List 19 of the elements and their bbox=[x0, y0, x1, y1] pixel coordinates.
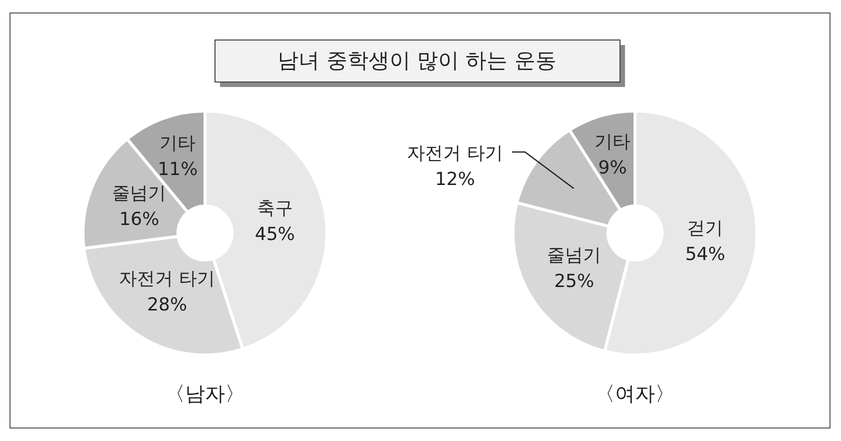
data-label: 45% bbox=[254, 224, 295, 245]
data-label: 12% bbox=[434, 168, 476, 190]
slice-label: 걷기 bbox=[687, 218, 724, 239]
data-label: 25% bbox=[554, 270, 594, 292]
slice-label: 자전거 타기 bbox=[119, 268, 215, 290]
text: 〈여자〉 bbox=[595, 381, 675, 406]
data-label: 11% bbox=[158, 159, 198, 180]
slice-label: 축구 bbox=[256, 198, 293, 219]
text: 남녀 중학생이 많이 하는 운동 bbox=[278, 48, 556, 73]
slice-label: 줄넘기 bbox=[547, 244, 602, 266]
data-label: 28% bbox=[147, 294, 188, 316]
data-label: 9% bbox=[598, 158, 627, 179]
data-label: 16% bbox=[119, 208, 160, 230]
slice-label: 줄넘기 bbox=[112, 182, 166, 204]
slice-label: 기타 bbox=[594, 132, 631, 153]
slice-label: 기타 bbox=[160, 133, 196, 154]
slice-label: 자전거 타기 bbox=[407, 142, 503, 164]
data-label: 54% bbox=[685, 244, 726, 265]
text: 〈남자〉 bbox=[165, 381, 245, 406]
